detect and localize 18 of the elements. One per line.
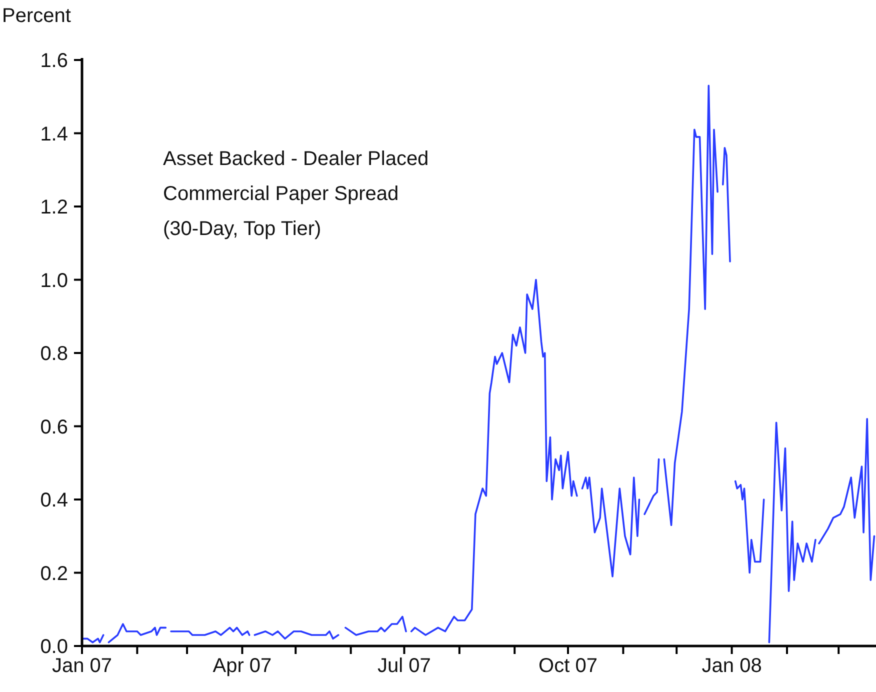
y-tick-label: 1.6 xyxy=(40,50,68,72)
y-tick-label: 1.4 xyxy=(40,123,68,146)
x-tick-label: Jan 08 xyxy=(702,655,762,677)
y-tick-label: 0.6 xyxy=(40,416,68,438)
y-tick-label: 0.2 xyxy=(40,562,68,585)
y-axis-title: Percent xyxy=(2,5,72,27)
annotation: (30-Day, Top Tier) xyxy=(163,218,322,240)
x-tick-label: Jan 07 xyxy=(52,655,112,677)
y-tick-label: 1.2 xyxy=(40,196,68,218)
y-tick-label: 0.8 xyxy=(40,343,68,365)
x-tick-label: Jul 07 xyxy=(378,655,431,677)
y-tick-label: 1.0 xyxy=(40,270,68,292)
annotation: Commercial Paper Spread xyxy=(163,183,399,205)
x-tick-label: Oct 07 xyxy=(538,655,598,677)
annotation: Asset Backed - Dealer Placed xyxy=(163,148,429,170)
x-tick-label: Apr 07 xyxy=(212,655,272,677)
y-tick-label: 0.4 xyxy=(40,490,68,512)
y-tick-label: 0.0 xyxy=(40,636,68,658)
